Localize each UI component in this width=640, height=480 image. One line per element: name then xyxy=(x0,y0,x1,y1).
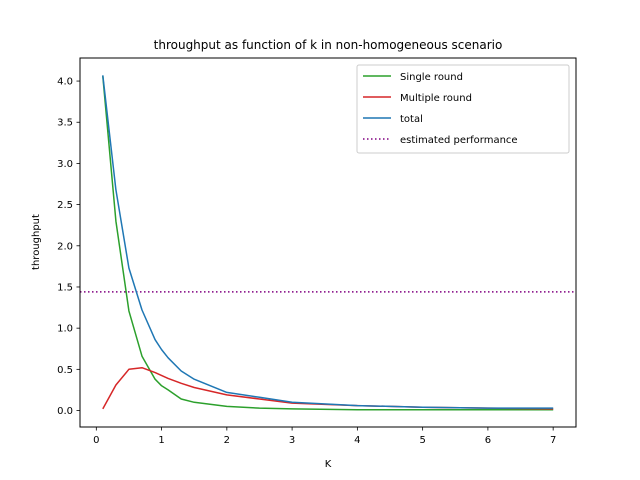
plot-frame xyxy=(79,57,577,428)
x-tick-label: 1 xyxy=(158,435,164,446)
series-line-multiple-round xyxy=(102,366,554,410)
y-axis-ticks: 0.0 0.5 1.0 1.5 2.0 2.5 3.0 3.5 4.0 xyxy=(57,77,80,417)
x-tick-label: 0 xyxy=(93,435,99,446)
x-axis-label: K xyxy=(325,459,332,470)
x-tick-label: 3 xyxy=(289,435,295,446)
y-tick-label: 3.0 xyxy=(57,159,73,170)
series-line-total xyxy=(102,75,554,409)
legend-entry-label: Multiple round xyxy=(400,93,472,104)
legend-entry-label: estimated performance xyxy=(400,135,518,146)
y-tick-label: 2.0 xyxy=(57,241,73,252)
series-line-single-round xyxy=(102,76,554,411)
y-tick-label: 2.5 xyxy=(57,200,73,211)
plot-lines xyxy=(80,75,576,411)
y-tick-label: 0.5 xyxy=(57,365,73,376)
chart-title: throughput as function of k in non-homog… xyxy=(154,38,503,52)
y-axis-label: throughput xyxy=(31,214,42,270)
y-tick-label: 1.5 xyxy=(57,282,73,293)
legend-entry-label: Single round xyxy=(400,72,463,83)
legend-box xyxy=(356,64,570,154)
x-tick-label: 4 xyxy=(354,435,360,446)
x-axis-ticks: 0 1 2 3 4 5 6 7 xyxy=(93,427,556,446)
x-tick-label: 2 xyxy=(224,435,230,446)
y-tick-label: 1.0 xyxy=(57,324,73,335)
x-tick-label: 5 xyxy=(419,435,425,446)
legend-entry-label: total xyxy=(400,114,423,125)
y-tick-label: 3.5 xyxy=(57,118,73,129)
y-tick-label: 4.0 xyxy=(57,77,73,88)
x-tick-label: 7 xyxy=(550,435,556,446)
x-tick-label: 6 xyxy=(485,435,491,446)
legend: Single round Multiple round total estimated… xyxy=(356,64,570,154)
y-tick-label: 0.0 xyxy=(57,406,73,417)
